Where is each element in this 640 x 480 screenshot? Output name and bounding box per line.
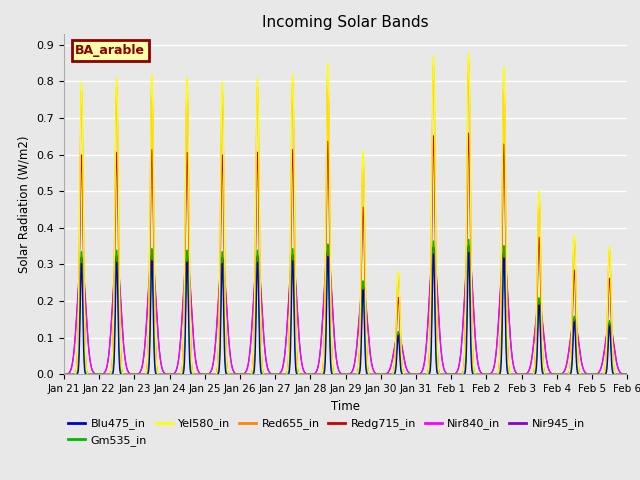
Title: Incoming Solar Bands: Incoming Solar Bands (262, 15, 429, 30)
Y-axis label: Solar Radiation (W/m2): Solar Radiation (W/m2) (18, 135, 31, 273)
Legend: Blu475_in, Gm535_in, Yel580_in, Red655_in, Redg715_in, Nir840_in, Nir945_in: Blu475_in, Gm535_in, Yel580_in, Red655_i… (64, 414, 589, 450)
Text: BA_arable: BA_arable (76, 44, 145, 57)
X-axis label: Time: Time (331, 400, 360, 413)
